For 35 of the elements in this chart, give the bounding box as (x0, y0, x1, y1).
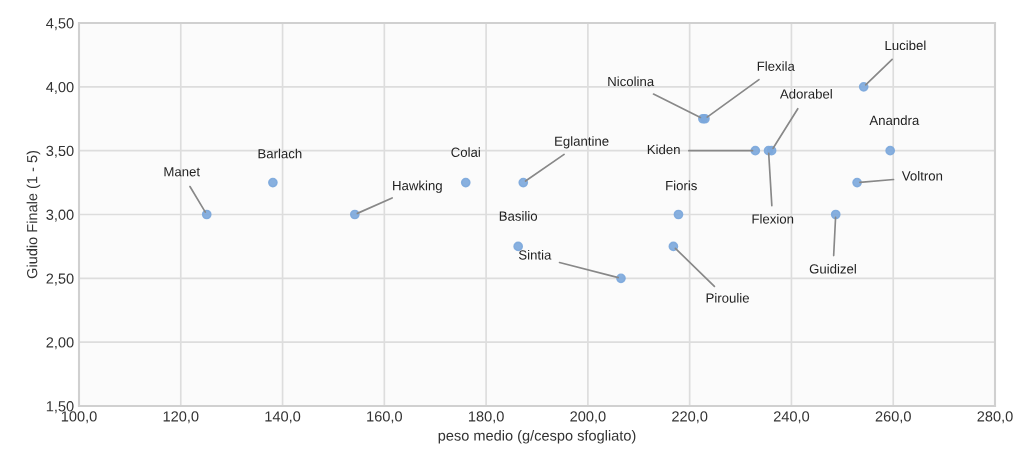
x-tick-label: 140,0 (265, 411, 301, 424)
annotation: Basilio (499, 211, 538, 221)
annotation: Colai (451, 147, 480, 157)
x-tick-label: 280,0 (977, 411, 1013, 424)
x-tick-label: 200,0 (570, 411, 606, 424)
annotation: Manet (164, 167, 200, 177)
y-tick-label: 4,00 (46, 81, 74, 94)
annotation: Barlach (258, 148, 302, 159)
x-axis-title: peso medio (g/cespo sfogliato) (438, 430, 636, 444)
annotation: Sintia (518, 249, 552, 260)
annotation: Fioris (666, 180, 697, 191)
annotation: Eglantine (555, 136, 609, 149)
annotation: Guidizel (809, 263, 856, 274)
x-tick-label: 180,0 (468, 411, 504, 424)
y-axis-title: Giudio Finale (1 - 5) (26, 150, 41, 279)
y-tick-label: 2,00 (46, 337, 74, 350)
y-tick-label: 3,50 (46, 145, 74, 158)
annotation: Voltron (901, 170, 943, 181)
x-tick-label: 240,0 (773, 411, 810, 424)
annotation: Piroulie (706, 293, 749, 303)
x-tick-label: 220,0 (672, 411, 708, 424)
x-tick-label: 120,0 (163, 411, 199, 424)
annotation: Nicolina (608, 76, 655, 87)
x-tick-label: 160,0 (367, 411, 403, 424)
y-tick-label: 2,50 (46, 273, 74, 286)
annotation: Kiden (647, 144, 680, 155)
x-tick-label: 260,0 (875, 411, 911, 424)
y-tick-label: 3,00 (46, 209, 74, 222)
annotation: Flexila (757, 61, 795, 71)
annotation: Lucibel (885, 40, 926, 51)
annotation: Hawking (393, 180, 442, 193)
annotation: Anandra (869, 115, 920, 126)
annotation: Adorabel (779, 88, 832, 99)
annotation: Flexion (752, 213, 794, 224)
y-tick-label: 4,50 (46, 18, 74, 31)
